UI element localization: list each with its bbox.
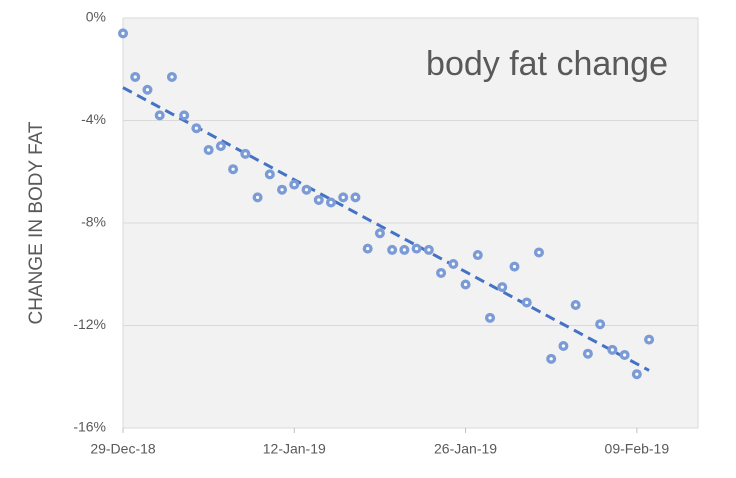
- point-center: [378, 231, 382, 235]
- trendline: [122, 86, 650, 372]
- point-center: [647, 337, 651, 342]
- point-center: [598, 322, 602, 326]
- y-tick-label: -8%: [81, 214, 106, 230]
- point-center: [476, 253, 480, 257]
- point-center: [512, 264, 517, 269]
- point-center: [549, 357, 553, 361]
- point-center: [182, 113, 186, 117]
- point-center: [525, 300, 529, 305]
- point-center: [329, 200, 333, 205]
- point-center: [280, 188, 284, 192]
- point-center: [207, 148, 211, 152]
- point-center: [194, 126, 199, 130]
- y-tick-label: -12%: [73, 316, 106, 332]
- point-center: [317, 198, 321, 202]
- x-tick-label: 09-Feb-19: [605, 441, 670, 457]
- point-center: [133, 75, 137, 79]
- point-center: [463, 282, 468, 287]
- point-center: [158, 113, 162, 117]
- point-center: [255, 195, 260, 199]
- point-center: [574, 303, 578, 307]
- point-center: [488, 316, 492, 320]
- point-center: [439, 271, 443, 275]
- point-center: [586, 352, 590, 356]
- point-center: [366, 247, 370, 251]
- point-center: [635, 372, 639, 376]
- point-center: [121, 31, 125, 35]
- point-center: [341, 195, 345, 199]
- x-tick-label: 29-Dec-18: [90, 441, 156, 457]
- point-center: [292, 182, 296, 187]
- chart-title: body fat change: [426, 45, 668, 83]
- point-center: [537, 250, 541, 255]
- point-center: [353, 195, 358, 199]
- point-center: [243, 152, 247, 156]
- point-center: [402, 248, 406, 252]
- point-center: [145, 88, 150, 92]
- y-tick-label: -16%: [73, 419, 106, 435]
- point-center: [231, 167, 235, 171]
- point-center: [561, 344, 566, 348]
- point-center: [170, 75, 174, 79]
- y-axis-label: CHANGE IN BODY FAT: [26, 121, 47, 324]
- y-tick-label: -4%: [81, 111, 106, 127]
- x-tick-label: 26-Jan-19: [434, 441, 497, 457]
- y-tick-label: 0%: [86, 9, 106, 25]
- point-center: [268, 172, 272, 176]
- point-center: [622, 353, 627, 357]
- point-center: [219, 144, 223, 148]
- point-center: [427, 248, 431, 252]
- point-center: [500, 285, 504, 289]
- point-center: [304, 188, 309, 192]
- point-center: [451, 262, 455, 266]
- point-center: [610, 348, 614, 352]
- point-center: [415, 247, 419, 251]
- point-center: [390, 248, 394, 252]
- x-tick-label: 12-Jan-19: [263, 441, 326, 457]
